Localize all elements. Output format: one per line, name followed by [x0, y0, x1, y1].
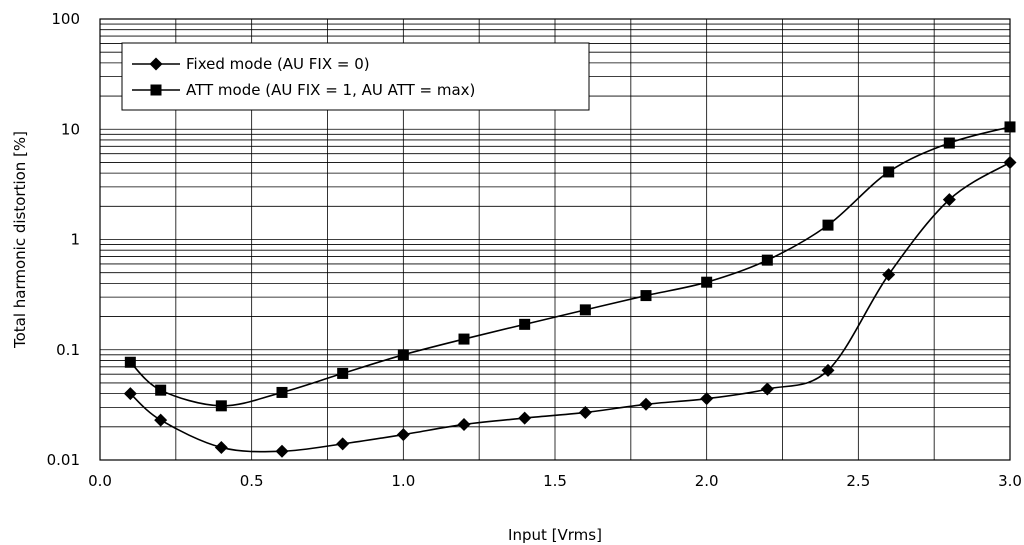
data-point	[1004, 121, 1016, 133]
series-group	[123, 121, 1017, 458]
data-point	[883, 166, 895, 178]
plot-area-frame	[99, 18, 1011, 461]
data-point	[760, 382, 774, 396]
legend-entry: Fixed mode (AU FIX = 0)	[132, 55, 370, 73]
y-axis-label: Total harmonic distortion [%]	[11, 131, 29, 349]
data-point	[337, 367, 349, 379]
legend-marker	[150, 84, 162, 96]
x-tick-label: 0.5	[240, 472, 264, 490]
data-point	[700, 392, 714, 406]
data-point	[123, 387, 137, 401]
data-point	[518, 411, 532, 425]
data-point	[215, 400, 227, 412]
x-tick-label: 3.0	[998, 472, 1022, 490]
legend: Fixed mode (AU FIX = 0) ATT mode (AU FIX …	[121, 42, 590, 111]
legend-label: Fixed mode (AU FIX = 0)	[186, 55, 370, 73]
data-point	[701, 276, 713, 288]
y-tick-label: 0.01	[47, 451, 80, 469]
y-axis-tick-labels: 0.01 0.1 1 10 100	[47, 10, 80, 469]
data-point	[1003, 155, 1017, 169]
data-point	[275, 444, 289, 458]
data-point	[396, 428, 410, 442]
data-point	[397, 349, 409, 361]
data-point	[942, 193, 956, 207]
x-tick-label: 1.0	[391, 472, 415, 490]
legend-box	[121, 42, 590, 111]
data-point	[822, 219, 834, 231]
data-point	[154, 413, 168, 427]
data-point	[761, 254, 773, 266]
series-diamond	[123, 155, 1017, 458]
x-tick-label: 0.0	[88, 472, 112, 490]
data-point	[155, 384, 167, 396]
y-tick-label: 100	[51, 10, 80, 28]
x-axis-tick-labels: 0.0 0.5 1.0 1.5 2.0 2.5 3.0	[88, 472, 1022, 490]
x-tick-label: 2.5	[846, 472, 870, 490]
x-tick-label: 1.5	[543, 472, 567, 490]
data-point	[882, 268, 896, 282]
y-tick-label: 10	[61, 120, 80, 138]
data-point	[943, 137, 955, 149]
x-tick-label: 2.0	[695, 472, 719, 490]
data-point	[579, 304, 591, 316]
data-point	[458, 333, 470, 345]
data-point	[336, 437, 350, 451]
series-square	[124, 121, 1016, 412]
data-point	[214, 440, 228, 454]
y-tick-label: 0.1	[56, 341, 80, 359]
data-point	[821, 363, 835, 377]
data-point	[640, 290, 652, 302]
legend-marker	[149, 57, 163, 71]
data-point	[578, 405, 592, 419]
data-point	[124, 356, 136, 368]
data-point	[457, 417, 471, 431]
legend-entry: ATT mode (AU FIX = 1, AU ATT = max)	[132, 81, 475, 99]
series-line	[129, 126, 1011, 407]
legend-label: ATT mode (AU FIX = 1, AU ATT = max)	[186, 81, 475, 99]
data-point	[519, 318, 531, 330]
data-point	[276, 386, 288, 398]
x-axis-label: Input [Vrms]	[508, 526, 602, 544]
series-line	[129, 161, 1011, 453]
y-tick-label: 1	[70, 231, 80, 249]
data-point	[639, 397, 653, 411]
